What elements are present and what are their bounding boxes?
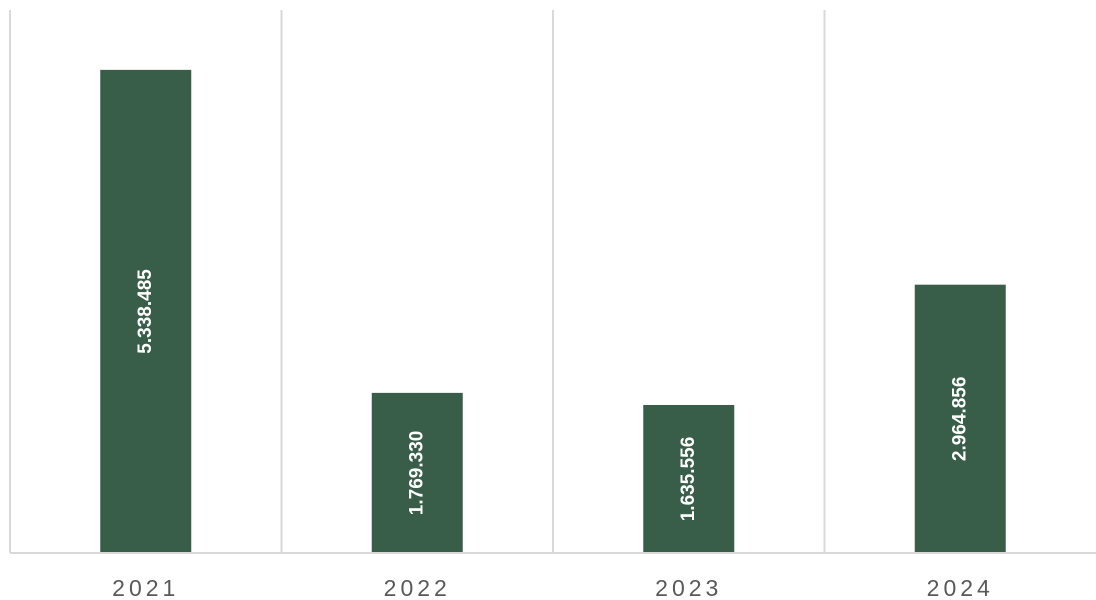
data-label-2023: 1.635.556 [678, 437, 699, 522]
x-tick-label-2022: 2022 [384, 575, 451, 600]
data-label-2021: 5.338.485 [135, 269, 156, 354]
bars [100, 69, 1006, 553]
x-tick-label-2023: 2023 [655, 575, 722, 600]
grid-lines [9, 10, 826, 553]
x-axis-tick-labels: 2021 2022 2023 2024 [112, 575, 994, 600]
data-label-2024: 2.964.856 [950, 377, 971, 462]
bar-2024 [914, 284, 1006, 553]
bar-2023 [643, 404, 735, 553]
x-tick-label-2021: 2021 [112, 575, 179, 600]
bar-2021 [100, 69, 192, 553]
data-labels: 5.338.485 1.769.330 1.635.556 2.964.856 [135, 269, 971, 522]
bar-2022 [371, 392, 463, 553]
data-label-2022: 1.769.330 [407, 431, 428, 516]
x-tick-label-2024: 2024 [927, 575, 994, 600]
